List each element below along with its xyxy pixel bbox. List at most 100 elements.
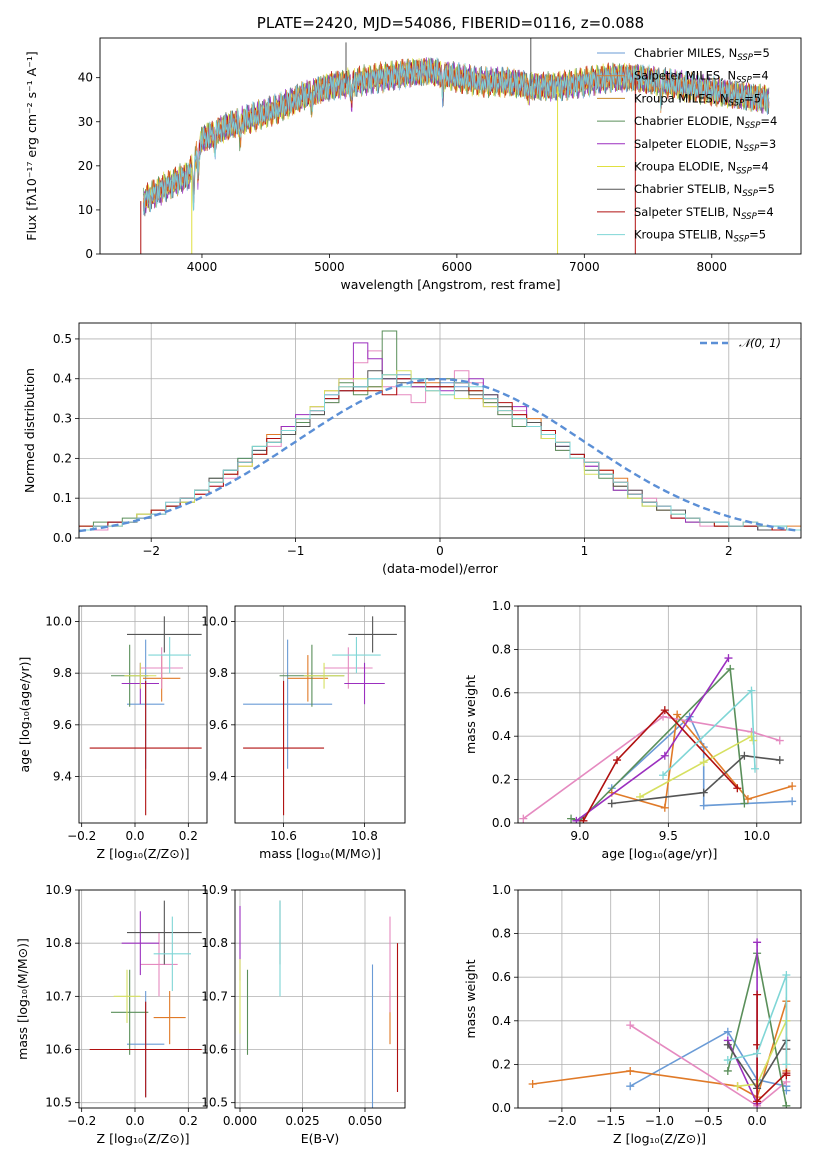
weight-series-line: [639, 735, 754, 798]
y-tick-label: 0.1: [53, 491, 72, 505]
legend-text: Chabrier STELIB, N: [634, 182, 742, 196]
y-axis-label: mass [log₁₀(M/M⊙)]: [15, 938, 30, 1060]
weight-point-marker: [753, 1097, 762, 1106]
plot-area-mass-vs-ebv: [239, 900, 399, 1108]
weight-point-marker: [673, 710, 682, 719]
legend-sub: SSP: [741, 212, 757, 222]
legend-sub: SSP: [736, 76, 752, 86]
axes-frame: [234, 889, 406, 1109]
weight-point-marker: [740, 751, 749, 760]
x-tick-label: 10.0: [743, 829, 770, 843]
y-tick-label: 0.2: [53, 451, 72, 465]
weight-point-marker: [626, 1082, 635, 1091]
y-tick-label: 9.4: [209, 770, 228, 784]
x-tick-label: −1.5: [596, 1114, 625, 1128]
legend-text: Salpeter ELODIE, N: [634, 137, 744, 151]
y-tick-label: 0.6: [492, 686, 511, 700]
legend-entry: Chabrier ELODIE, NSSP=4: [634, 114, 777, 131]
weight-point-marker: [659, 771, 668, 780]
y-tick-label: 0.2: [492, 1057, 511, 1071]
axes-frame: [234, 605, 406, 824]
y-tick-label: 0: [85, 247, 93, 261]
x-tick-label: 7000: [569, 260, 600, 274]
y-tick-label: 30: [78, 115, 93, 129]
weight-point-marker: [626, 1066, 635, 1075]
legend-val: =5: [749, 228, 766, 242]
x-tick-label: 4000: [187, 260, 218, 274]
y-tick-label: 10.6: [45, 1043, 72, 1057]
x-axis-label: Z [log₁₀(Z/Z⊙)]: [97, 1131, 190, 1146]
y-tick-label: 10.5: [45, 1096, 72, 1110]
legend-entry: Chabrier MILES, NSSP=5: [634, 46, 770, 63]
legend-text: Chabrier MILES, N: [634, 46, 737, 60]
y-tick-label: 10.8: [201, 936, 228, 950]
y-axis-label: mass weight: [463, 675, 478, 754]
legend-sub: SSP: [745, 121, 761, 131]
weight-series-line: [575, 657, 730, 822]
y-tick-label: 0.2: [492, 773, 511, 787]
plot-area-age-vs-Z: [89, 616, 202, 816]
x-tick-label: 8000: [697, 260, 728, 274]
plot-area-weight-vs-Z: [528, 938, 791, 1108]
y-tick-label: 1.0: [492, 599, 511, 613]
x-tick-label: 10.8: [351, 829, 378, 843]
x-axis-label: age [log₁₀(age/yr)]: [602, 846, 718, 861]
y-tick-label: 10.9: [201, 883, 228, 897]
legend-entry: 𝒩(0, 1): [739, 336, 781, 350]
weight-point-marker: [788, 797, 797, 806]
weight-point-marker: [660, 803, 669, 812]
legend-text: Salpeter MILES, N: [634, 69, 736, 83]
x-axis-label: (data-model)/error: [382, 561, 499, 576]
weight-point-marker: [607, 799, 616, 808]
legend-sub: SSP: [729, 98, 745, 108]
y-tick-label: 9.8: [209, 666, 228, 680]
y-axis-label: mass weight: [463, 959, 478, 1038]
y-tick-label: 10.7: [45, 989, 72, 1003]
x-tick-label: 0.025: [285, 1114, 319, 1128]
y-tick-label: 10.8: [45, 936, 72, 950]
legend-val: =3: [759, 137, 776, 151]
x-tick-label: −1: [287, 544, 305, 558]
weight-point-marker: [724, 654, 733, 663]
axes-frame: [78, 889, 208, 1109]
y-tick-label: 10.0: [201, 615, 228, 629]
x-tick-label: 0: [436, 544, 444, 558]
y-tick-label: 40: [78, 71, 93, 85]
y-tick-label: 0.0: [492, 1101, 511, 1115]
legend-sub: SSP: [744, 144, 760, 154]
y-tick-label: 0.4: [492, 1014, 511, 1028]
legend-entry: Kroupa STELIB, NSSP=5: [634, 228, 766, 245]
y-tick-label: 10: [78, 203, 93, 217]
x-tick-label: 1: [581, 544, 589, 558]
weight-point-marker: [699, 801, 708, 810]
legend-val: =4: [760, 114, 777, 128]
legend-sub: SSP: [736, 167, 752, 177]
x-tick-label: −1.0: [645, 1114, 674, 1128]
gaussian-curve: [79, 378, 799, 533]
y-tick-label: 9.8: [53, 666, 72, 680]
x-tick-label: 10.6: [270, 829, 297, 843]
weight-series-line: [522, 715, 781, 820]
weight-point-marker: [723, 1027, 732, 1036]
weight-point-marker: [567, 814, 576, 823]
legend-sub: SSP: [742, 189, 758, 199]
x-tick-label: −0.2: [67, 829, 96, 843]
weight-point-marker: [613, 756, 622, 765]
weight-point-marker: [519, 814, 528, 823]
plot-area-age-vs-mass: [243, 616, 397, 816]
weight-point-marker: [659, 712, 668, 721]
weight-point-marker: [733, 784, 742, 793]
y-axis-label: Normed distribution: [22, 368, 37, 493]
y-tick-label: 9.6: [209, 718, 228, 732]
weight-point-marker: [782, 971, 791, 980]
x-tick-label: 5000: [314, 260, 345, 274]
x-tick-label: 6000: [442, 260, 473, 274]
y-axis-label: age [log₁₀(age/yr)]: [17, 657, 32, 773]
histogram-step: [79, 374, 801, 538]
legend-val: =5: [744, 91, 761, 105]
y-tick-label: 10.5: [201, 1096, 228, 1110]
weight-point-marker: [733, 1082, 742, 1091]
weight-point-marker: [699, 758, 708, 767]
weight-point-marker: [660, 751, 669, 760]
weight-series-line: [582, 709, 738, 822]
